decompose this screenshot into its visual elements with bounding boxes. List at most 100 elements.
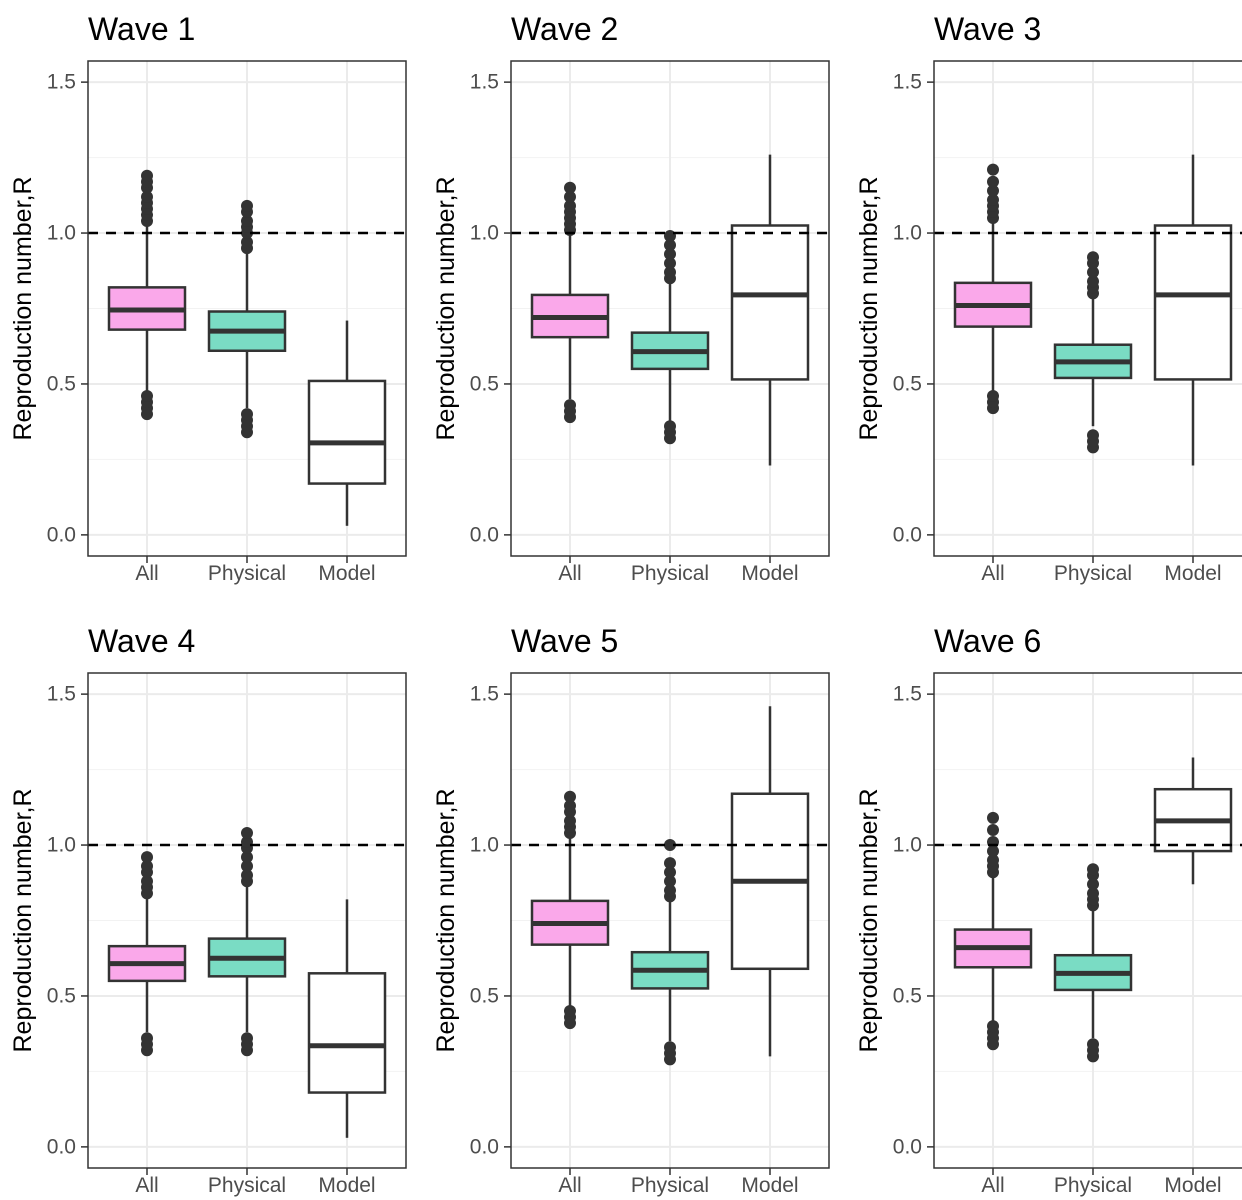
y-axis-label: Reproduction number,R bbox=[855, 176, 883, 440]
x-tick-label: Physical bbox=[631, 562, 709, 585]
outlier-point bbox=[564, 399, 576, 412]
box-model bbox=[1153, 757, 1233, 885]
box-model bbox=[1153, 154, 1233, 466]
outlier-point bbox=[241, 860, 253, 873]
outlier-point bbox=[241, 851, 253, 864]
panel-title: Wave 2 bbox=[511, 11, 618, 47]
x-tick-label: Physical bbox=[208, 562, 286, 585]
y-tick-label: 0.5 bbox=[893, 984, 922, 1007]
outlier-point bbox=[241, 199, 253, 212]
box-iqr bbox=[307, 972, 387, 1094]
x-tick-label: Model bbox=[318, 1174, 375, 1197]
outlier-point bbox=[987, 390, 999, 403]
x-tick-label: Model bbox=[1164, 1174, 1221, 1197]
outlier-point bbox=[564, 799, 576, 812]
box-all bbox=[953, 163, 1033, 415]
y-tick-label: 1.5 bbox=[470, 71, 499, 94]
outlier-point bbox=[987, 1020, 999, 1033]
panel-title: Wave 3 bbox=[934, 11, 1041, 47]
outlier-point bbox=[564, 790, 576, 803]
outlier-point bbox=[664, 239, 676, 252]
outlier-point bbox=[987, 845, 999, 858]
outlier-point bbox=[141, 190, 153, 203]
outlier-point bbox=[1087, 878, 1099, 891]
box-all bbox=[953, 811, 1033, 1051]
box-model bbox=[307, 899, 387, 1138]
box-all bbox=[530, 790, 610, 1030]
chart-panel: 0.0 0.5 1.0 1.5 All Physical Model Wave 2 Reprod… bbox=[432, 11, 830, 585]
x-tick-label: Model bbox=[318, 562, 375, 585]
outlier-point bbox=[141, 390, 153, 403]
x-tick-label: Physical bbox=[1054, 562, 1132, 585]
outlier-point bbox=[664, 248, 676, 261]
outlier-point bbox=[987, 193, 999, 206]
chart-panel: 0.0 0.5 1.0 1.5 All Physical Model Wave 5 Reprod… bbox=[432, 623, 830, 1197]
outlier-point bbox=[141, 860, 153, 873]
y-tick-label: 0.5 bbox=[470, 372, 499, 395]
outlier-point bbox=[1087, 863, 1099, 876]
box-all bbox=[530, 181, 610, 424]
outlier-point bbox=[564, 814, 576, 827]
panel-title: Wave 4 bbox=[88, 623, 195, 659]
outlier-point bbox=[664, 884, 676, 897]
x-tick-label: All bbox=[558, 1174, 581, 1197]
outlier-point bbox=[241, 1032, 253, 1045]
y-tick-label: 0.5 bbox=[470, 984, 499, 1007]
chart-panel: 0.0 0.5 1.0 1.5 All Physical Model Wave 1 Reprod… bbox=[9, 11, 407, 585]
box-physical bbox=[630, 230, 710, 445]
y-tick-label: 1.5 bbox=[47, 71, 76, 94]
outlier-point bbox=[987, 184, 999, 197]
outlier-point bbox=[664, 857, 676, 870]
outlier-point bbox=[241, 236, 253, 249]
x-tick-label: All bbox=[981, 562, 1004, 585]
box-model bbox=[730, 706, 810, 1057]
x-tick-label: Physical bbox=[208, 1174, 286, 1197]
outlier-point bbox=[564, 181, 576, 194]
outlier-point bbox=[664, 257, 676, 270]
chart-panel: 0.0 0.5 1.0 1.5 All Physical Model Wave 6 Reprod… bbox=[855, 623, 1242, 1197]
y-axis-label: Reproduction number,R bbox=[9, 176, 37, 440]
y-tick-label: 0.5 bbox=[893, 372, 922, 395]
outlier-point bbox=[141, 851, 153, 864]
box-model bbox=[307, 320, 387, 526]
box-iqr bbox=[307, 379, 387, 485]
y-tick-label: 1.5 bbox=[893, 683, 922, 706]
chart-panel: 0.0 0.5 1.0 1.5 All Physical Model Wave 4 Reprod… bbox=[9, 623, 407, 1197]
outlier-point bbox=[1087, 251, 1099, 264]
outlier-point bbox=[987, 854, 999, 867]
y-tick-label: 1.0 bbox=[47, 834, 76, 857]
y-tick-label: 0.5 bbox=[47, 372, 76, 395]
outlier-point bbox=[241, 408, 253, 421]
outlier-point bbox=[1087, 887, 1099, 900]
y-axis-label: Reproduction number,R bbox=[9, 788, 37, 1052]
outlier-point bbox=[664, 875, 676, 888]
outlier-point bbox=[564, 190, 576, 203]
y-tick-label: 0.0 bbox=[893, 1135, 922, 1158]
outlier-point bbox=[664, 866, 676, 879]
y-tick-label: 1.0 bbox=[893, 834, 922, 857]
outlier-point bbox=[987, 811, 999, 824]
outlier-point bbox=[141, 875, 153, 888]
chart-panel: 0.0 0.5 1.0 1.5 All Physical Model Wave 3 Reprod… bbox=[855, 11, 1242, 585]
y-tick-label: 1.5 bbox=[470, 683, 499, 706]
box-physical bbox=[1053, 863, 1133, 1063]
y-tick-label: 0.0 bbox=[470, 523, 499, 546]
y-tick-label: 0.0 bbox=[893, 523, 922, 546]
x-tick-label: All bbox=[558, 562, 581, 585]
outlier-point bbox=[664, 420, 676, 433]
outlier-point bbox=[141, 169, 153, 182]
outlier-point bbox=[564, 199, 576, 212]
y-tick-label: 1.5 bbox=[47, 683, 76, 706]
outlier-point bbox=[241, 826, 253, 839]
y-axis-label: Reproduction number,R bbox=[432, 176, 460, 440]
outlier-point bbox=[664, 266, 676, 279]
y-tick-label: 0.0 bbox=[47, 1135, 76, 1158]
outlier-point bbox=[1087, 266, 1099, 279]
box-physical bbox=[1053, 251, 1133, 454]
outlier-point bbox=[241, 869, 253, 882]
y-tick-label: 0.0 bbox=[470, 1135, 499, 1158]
y-tick-label: 0.0 bbox=[47, 523, 76, 546]
outlier-point bbox=[987, 823, 999, 836]
x-tick-label: Physical bbox=[631, 1174, 709, 1197]
